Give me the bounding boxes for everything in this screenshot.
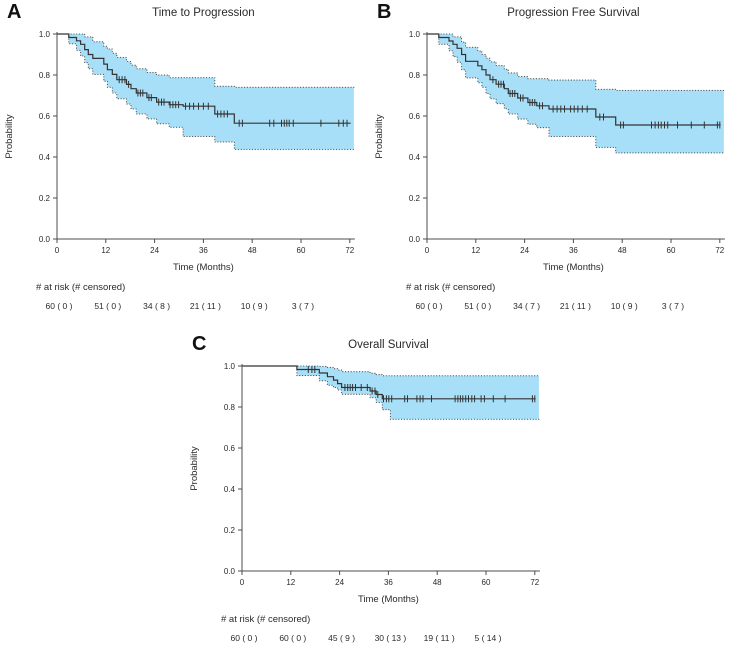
y-tick-label: 0.6	[39, 112, 51, 121]
x-tick-label: 48	[433, 578, 442, 587]
y-tick-label: 0.8	[409, 71, 421, 80]
at-risk-value: 34 ( 8 )	[143, 301, 170, 311]
at-risk-value: 5 ( 14 )	[475, 633, 502, 643]
confidence-band	[242, 366, 539, 420]
y-tick-label: 0.2	[39, 194, 51, 203]
panel-b-letter: B	[377, 1, 392, 23]
confidence-band	[57, 34, 354, 150]
x-tick-label: 36	[569, 246, 578, 255]
confidence-band-upper-edge	[241, 365, 540, 377]
at-risk-value: 10 ( 9 )	[241, 301, 268, 311]
chart-title: Progression Free Survival	[507, 7, 639, 19]
at-risk-value: 34 ( 7 )	[513, 301, 540, 311]
panel-c-letter: C	[192, 333, 207, 355]
survival-curve	[242, 365, 536, 400]
y-tick-label: 1.0	[409, 30, 421, 39]
at-risk-header: # at risk (# censored)	[36, 282, 125, 293]
y-tick-label: 0.0	[409, 235, 421, 244]
at-risk-value: 51 ( 0 )	[94, 301, 121, 311]
x-tick-label: 24	[520, 246, 529, 255]
y-tick-label: 0.4	[224, 485, 236, 494]
at-risk-value: 60 ( 0 )	[231, 633, 258, 643]
panel-b: B 0.0 0.2 0.4 0.6 0.8 1.0 0 12 24 36 48 60 72 Progres…	[370, 0, 740, 322]
x-tick-label: 0	[240, 578, 245, 587]
y-axis-label: Probability	[189, 446, 200, 491]
confidence-band	[427, 34, 724, 153]
x-axis-label: Time (Months)	[543, 262, 604, 273]
y-tick-label: 0.0	[224, 567, 236, 576]
confidence-band-lower-edge	[56, 33, 355, 150]
x-tick-label: 60	[667, 246, 676, 255]
y-tick-label: 0.6	[224, 444, 236, 453]
x-tick-label: 36	[199, 246, 208, 255]
x-tick-label: 60	[297, 246, 306, 255]
y-tick-label: 0.4	[409, 153, 421, 162]
confidence-band-upper-edge	[56, 33, 355, 88]
x-axis-label: Time (Months)	[173, 262, 234, 273]
km-chart-time-to-progression: 0.0 0.2 0.4 0.6 0.8 1.0 0 12 24 36 48 60 72 Time to P…	[4, 7, 355, 311]
y-tick-label: 1.0	[224, 362, 236, 371]
y-tick-label: 0.0	[39, 235, 51, 244]
x-tick-label: 0	[425, 246, 430, 255]
confidence-band-upper-edge	[426, 33, 725, 91]
x-tick-label: 24	[335, 578, 344, 587]
x-tick-label: 36	[384, 578, 393, 587]
km-chart-overall-survival: 0.0 0.2 0.4 0.6 0.8 1.0 0 12 24 36 48 60 72 Overall S…	[189, 339, 540, 643]
at-risk-value: 21 ( 11 )	[560, 301, 591, 311]
x-tick-label: 24	[150, 246, 159, 255]
x-tick-label: 0	[55, 246, 60, 255]
x-tick-label: 12	[101, 246, 110, 255]
at-risk-value: 30 ( 13 )	[375, 633, 407, 643]
y-axis-label: Probability	[374, 114, 385, 159]
y-axis-label: Probability	[4, 114, 15, 159]
y-tick-label: 1.0	[39, 30, 51, 39]
x-tick-label: 12	[471, 246, 480, 255]
confidence-band-lower-edge	[426, 33, 725, 154]
at-risk-value: 10 ( 9 )	[611, 301, 638, 311]
at-risk-value: 19 ( 11 )	[424, 633, 455, 643]
x-tick-label: 60	[482, 578, 491, 587]
y-tick-label: 0.2	[224, 526, 236, 535]
at-risk-value: 3 ( 7 )	[292, 301, 314, 311]
panel-c: C 0.0 0.2 0.4 0.6 0.8 1.0 0 12 24 36 48 60 72 Overall…	[185, 332, 555, 654]
at-risk-value: 3 ( 7 )	[662, 301, 684, 311]
panel-a: A 0.0 0.2 0.4 0.6 0.8 1.0 0 12 24 36 48 60 72 Time to…	[0, 0, 370, 322]
at-risk-value: 60 ( 0 )	[46, 301, 73, 311]
x-tick-label: 72	[530, 578, 539, 587]
confidence-band-lower-edge	[241, 365, 540, 420]
chart-title: Time to Progression	[152, 7, 254, 19]
x-tick-label: 48	[248, 246, 257, 255]
at-risk-header: # at risk (# censored)	[221, 614, 310, 625]
y-tick-label: 0.6	[409, 112, 421, 121]
y-tick-label: 0.4	[39, 153, 51, 162]
at-risk-value: 45 ( 9 )	[328, 633, 355, 643]
x-axis-label: Time (Months)	[358, 594, 419, 605]
at-risk-value: 21 ( 11 )	[190, 301, 221, 311]
y-tick-label: 0.8	[39, 71, 51, 80]
y-tick-label: 0.8	[224, 403, 236, 412]
km-chart-progression-free-survival: 0.0 0.2 0.4 0.6 0.8 1.0 0 12 24 36 48 60 72 Progressi…	[374, 7, 725, 311]
at-risk-value: 60 ( 0 )	[416, 301, 443, 311]
at-risk-header: # at risk (# censored)	[406, 282, 495, 293]
panel-a-letter: A	[7, 1, 22, 23]
x-tick-label: 72	[715, 246, 724, 255]
x-tick-label: 72	[345, 246, 354, 255]
at-risk-value: 51 ( 0 )	[464, 301, 491, 311]
y-tick-label: 0.2	[409, 194, 421, 203]
at-risk-value: 60 ( 0 )	[279, 633, 306, 643]
x-tick-label: 12	[286, 578, 295, 587]
chart-title: Overall Survival	[348, 339, 429, 351]
x-tick-label: 48	[618, 246, 627, 255]
